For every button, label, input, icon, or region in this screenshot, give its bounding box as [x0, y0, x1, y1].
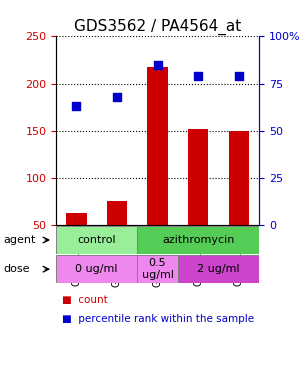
Bar: [107, 201, 127, 272]
Title: GDS3562 / PA4564_at: GDS3562 / PA4564_at: [74, 19, 241, 35]
Bar: [229, 131, 249, 272]
Point: [196, 73, 201, 79]
Point: [155, 62, 160, 68]
Bar: [178, 255, 259, 283]
Text: 0.5
ug/ml: 0.5 ug/ml: [142, 258, 174, 280]
Bar: [137, 255, 178, 283]
Point: [115, 94, 119, 100]
Text: azithromycin: azithromycin: [162, 235, 234, 245]
Text: 0 ug/ml: 0 ug/ml: [75, 264, 118, 274]
Text: dose: dose: [3, 264, 29, 274]
Text: control: control: [77, 235, 116, 245]
Text: ■  count: ■ count: [62, 295, 108, 305]
Bar: [137, 226, 259, 254]
Text: 2 ug/ml: 2 ug/ml: [197, 264, 240, 274]
Bar: [56, 255, 137, 283]
Text: agent: agent: [3, 235, 35, 245]
Text: ■  percentile rank within the sample: ■ percentile rank within the sample: [62, 314, 254, 324]
Bar: [148, 66, 168, 272]
Point: [74, 103, 79, 109]
Point: [236, 73, 241, 79]
Bar: [188, 129, 208, 272]
Bar: [56, 226, 137, 254]
Bar: [66, 214, 87, 272]
